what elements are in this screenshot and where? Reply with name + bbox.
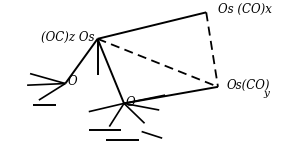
Text: Os (CO)x: Os (CO)x — [218, 3, 272, 16]
Text: O: O — [68, 74, 78, 88]
Text: y: y — [263, 89, 269, 98]
Text: O: O — [125, 96, 135, 109]
Text: (OC)z Os: (OC)z Os — [41, 31, 95, 44]
Text: Os(CO): Os(CO) — [227, 79, 270, 92]
